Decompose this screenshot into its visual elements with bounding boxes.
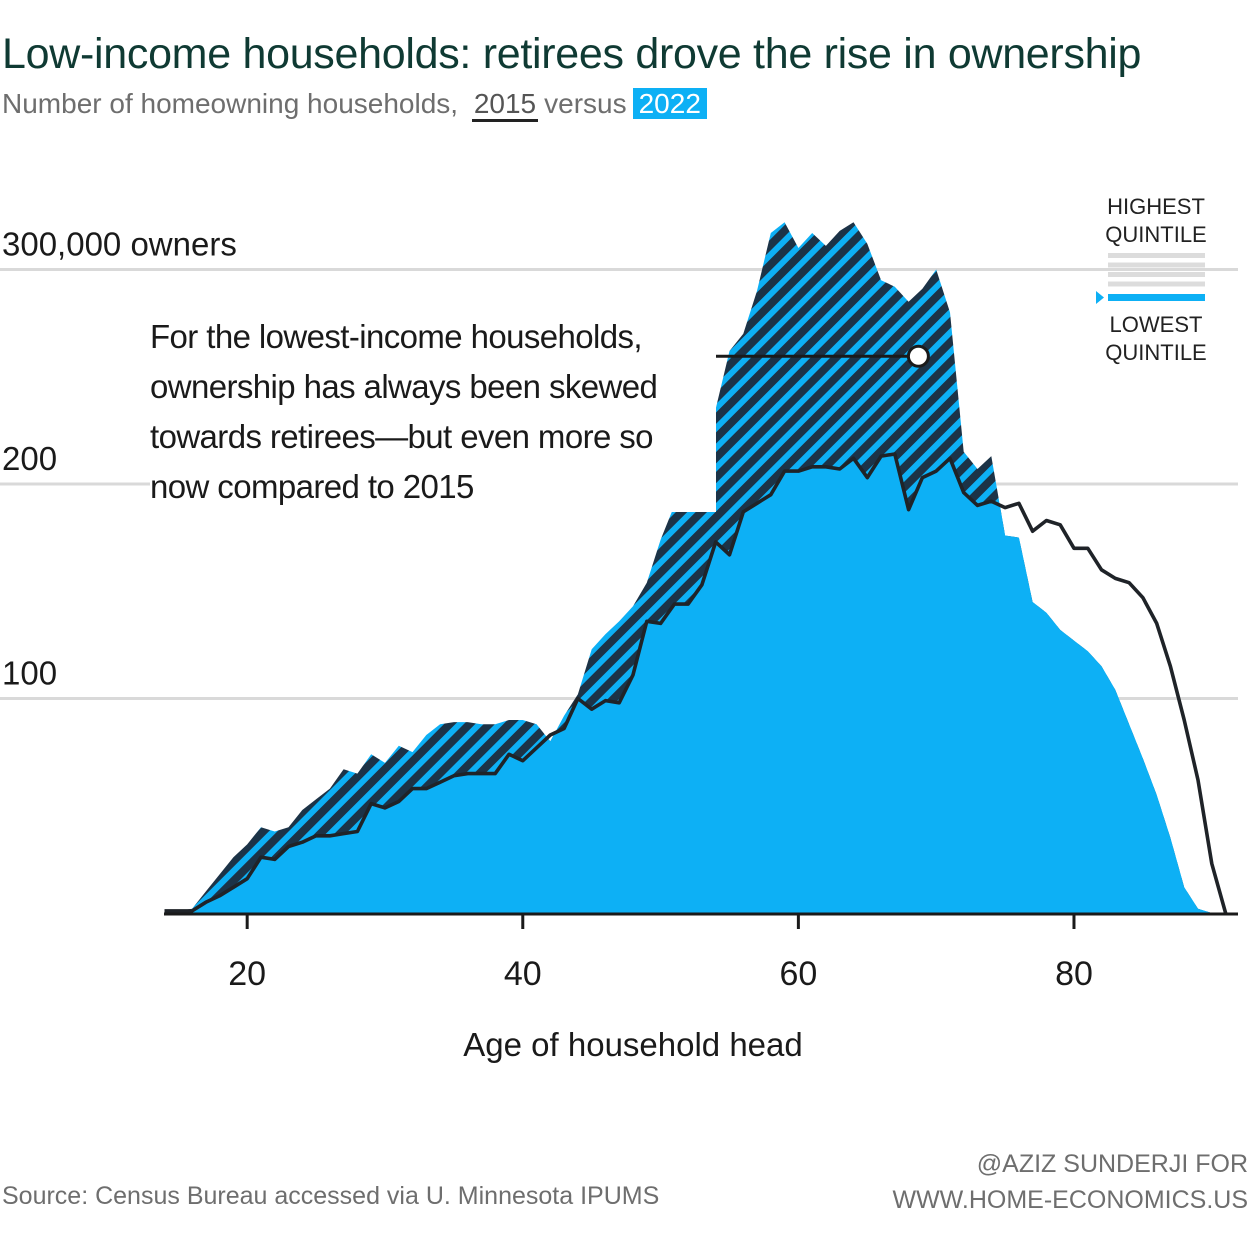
area-2022 — [164, 454, 1226, 913]
y-axis-labels: 100 200 300,000 owners — [2, 226, 237, 692]
x-axis-title: Age of household head — [463, 1026, 802, 1063]
legend-stripe-upper-quintile — [1108, 262, 1205, 268]
x-tick-label-60: 60 — [779, 955, 817, 993]
line-layer — [164, 452, 1228, 914]
quintile-legend — [1096, 253, 1205, 304]
x-tick-label-80: 80 — [1055, 955, 1093, 993]
annotation-callout — [703, 344, 930, 368]
legend-stripe-lowest-quintile — [1108, 294, 1205, 301]
subtitle-middle: versus — [544, 88, 627, 119]
legend-year-2022: 2022 — [632, 88, 707, 119]
credit-line1: @AZIZ SUNDERJI FOR — [976, 1150, 1248, 1178]
credit-line2: WWW.HOME-ECONOMICS.US — [892, 1186, 1248, 1214]
legend-highest-line1: HIGHEST — [1107, 194, 1205, 219]
legend-pointer-icon — [1096, 291, 1104, 304]
y-tick-label-300000: 300,000 owners — [2, 226, 237, 263]
legend-stripe-upper-quintile — [1108, 253, 1205, 258]
legend-year-2015: 2015 — [471, 88, 539, 122]
x-tick-label-40: 40 — [504, 955, 542, 993]
subtitle-prefix: Number of homeowning households, — [2, 88, 459, 119]
legend-stripe-upper-quintile — [1108, 272, 1205, 277]
legend-lowest-line2: QUINTILE — [1105, 340, 1207, 365]
chart-title: Low-income households: retirees drove th… — [2, 30, 1142, 78]
legend-highest-quintile: HIGHEST QUINTILE — [1096, 193, 1216, 249]
x-axis: 20 40 60 80 Age of household head — [164, 912, 1238, 1063]
credit-note: @AZIZ SUNDERJI FOR WWW.HOME-ECONOMICS.US — [892, 1146, 1248, 1218]
legend-lowest-line1: LOWEST — [1109, 312, 1203, 337]
area-layer — [164, 222, 1226, 914]
x-tick-label-20: 20 — [228, 955, 266, 993]
line-2015 — [164, 452, 1228, 914]
legend-stripe-upper-quintile — [1108, 281, 1205, 287]
legend-highest-line2: QUINTILE — [1105, 222, 1207, 247]
annotation-text: For the lowest-income households, owners… — [150, 312, 716, 512]
y-tick-label-100000: 100 — [2, 655, 57, 692]
chart-subtitle: Number of homeowning households, 2015 ver… — [2, 88, 707, 122]
legend-lowest-quintile: LOWEST QUINTILE — [1096, 311, 1216, 367]
callout-dot — [906, 344, 930, 368]
source-note: Source: Census Bureau accessed via U. Mi… — [2, 1182, 660, 1210]
y-tick-label-200000: 200 — [2, 440, 57, 477]
